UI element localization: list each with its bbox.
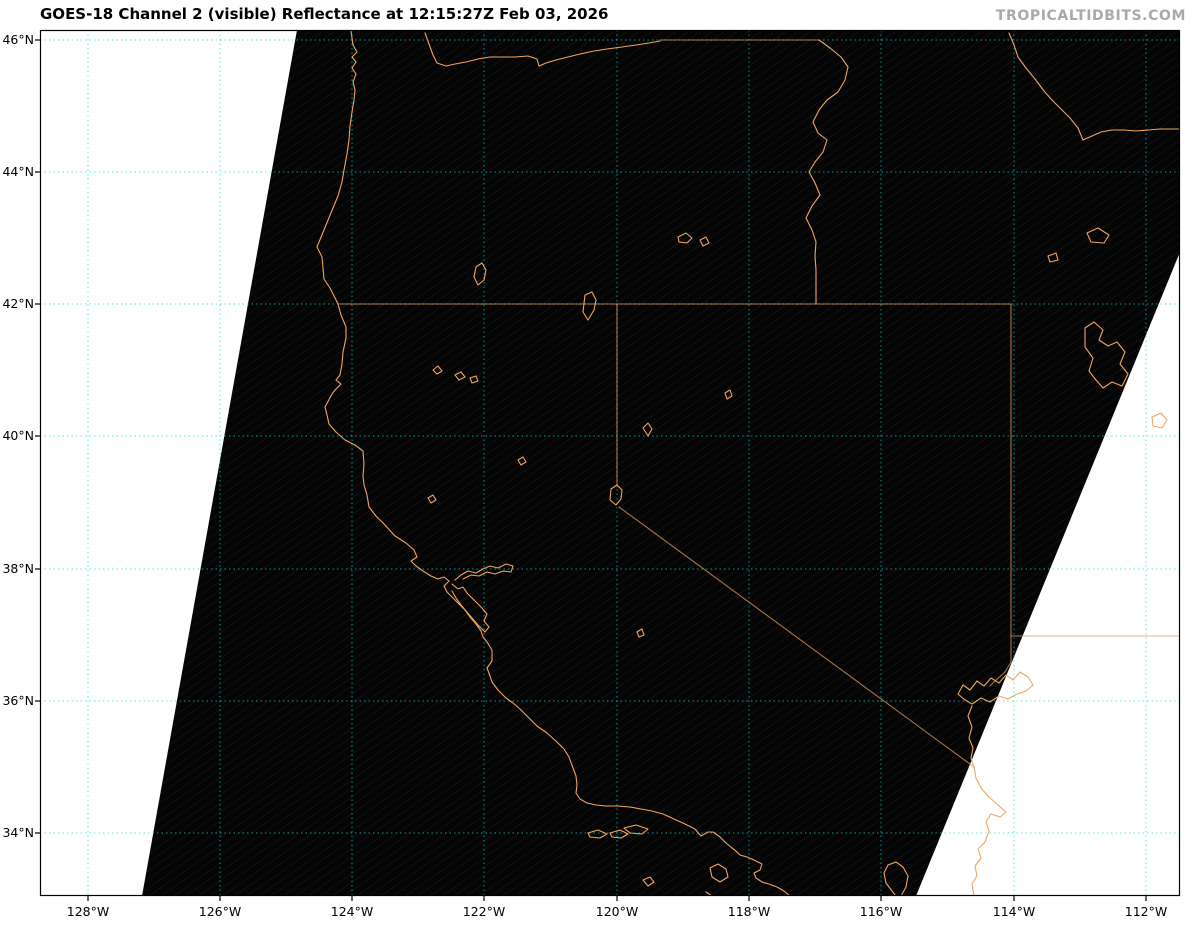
- santa-cruz-island-outline: [623, 824, 649, 835]
- lake-oroville-outline: [517, 456, 527, 466]
- san-nicolas-island-outline: [642, 876, 655, 887]
- lon-tick-label: 122°W: [462, 904, 506, 919]
- lon-tick-label: 118°W: [727, 904, 771, 919]
- plot-border: [39, 29, 1181, 897]
- goose-lake-outline: [582, 291, 597, 321]
- american-falls-reservoir-outline: [1086, 227, 1110, 244]
- san-miguel-island-outline: [587, 829, 608, 839]
- lake-mead-outline: [957, 671, 1034, 705]
- columbia-river-outline: [424, 32, 661, 67]
- lat-tick-label: 44°N: [2, 164, 34, 179]
- lon-tick-label: 120°W: [595, 904, 639, 919]
- lon-tick-label: 114°W: [992, 904, 1036, 919]
- san-clemente-island-outline: [705, 891, 713, 896]
- lon-tick-label: 112°W: [1124, 904, 1168, 919]
- watermark: TROPICALTIDBITS.COM: [995, 8, 1186, 24]
- san-francisco-bay-outline: [451, 583, 490, 633]
- nv-az-border-outline: [989, 635, 1012, 687]
- lon-tick-label: 124°W: [330, 904, 374, 919]
- snake-river-or-id-border-outline: [805, 39, 849, 305]
- lat-tick-label: 34°N: [2, 825, 34, 840]
- page-title: GOES-18 Channel 2 (visible) Reflectance …: [40, 5, 609, 23]
- lat-tick-label: 42°N: [2, 296, 34, 311]
- pacific-coastline-outline: [316, 30, 791, 896]
- great-salt-lake-outline: [1084, 321, 1129, 389]
- lat-tick-label: 36°N: [2, 693, 34, 708]
- shasta-lake-east-outline: [469, 375, 479, 384]
- lake-walcott-outline: [1047, 252, 1059, 263]
- colorado-river-outline: [967, 705, 1007, 896]
- san-pablo-delta-outline: [454, 563, 514, 581]
- malheur-lake-outline: [677, 232, 693, 244]
- shasta-lake-west-outline: [454, 371, 466, 381]
- utah-lake-outline: [1151, 412, 1168, 429]
- lat-tick-label: 46°N: [2, 32, 34, 47]
- salton-sea-outline: [883, 861, 909, 896]
- lake-tahoe-outline: [609, 484, 623, 506]
- santa-rosa-island-outline: [609, 829, 629, 839]
- satellite-swath: [142, 30, 1180, 896]
- pyramid-lake-outline: [642, 422, 653, 437]
- harney-lake-outline: [699, 236, 710, 247]
- lon-tick-label: 128°W: [66, 904, 110, 919]
- clear-lake-outline: [427, 494, 437, 504]
- rye-patch-reservoir-outline: [724, 389, 733, 400]
- lat-tick-label: 38°N: [2, 561, 34, 576]
- trinity-lake-outline: [432, 365, 443, 375]
- map-clip-group: [40, 30, 1180, 896]
- lon-tick-label: 126°W: [198, 904, 242, 919]
- sierra-reservoir-outline: [636, 628, 645, 638]
- lat-tick-label: 40°N: [2, 428, 34, 443]
- lon-tick-label: 116°W: [859, 904, 903, 919]
- ca-nv-border-diagonal-outline: [618, 506, 975, 768]
- upper-klamath-lake-outline: [473, 262, 487, 286]
- catalina-island-outline: [709, 863, 729, 883]
- id-mt-border-outline: [1008, 32, 1180, 141]
